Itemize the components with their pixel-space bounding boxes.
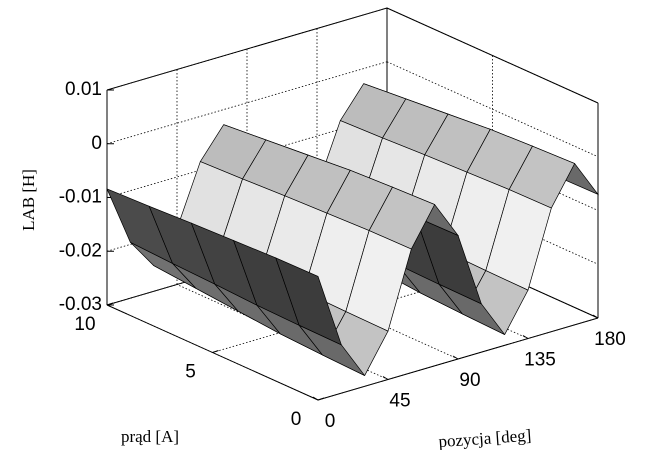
y-tick-label: 0 [291, 409, 302, 430]
x-tick-label: 135 [524, 350, 556, 371]
axis-line [317, 317, 599, 401]
x-tick [452, 355, 459, 360]
x-tick-label: 45 [389, 391, 410, 412]
surface-patch [275, 257, 342, 346]
axis-line [106, 304, 319, 401]
y-tick-label: 10 [74, 314, 95, 335]
axis-line [386, 7, 599, 104]
y-axis-label: prąd [A] [121, 427, 179, 446]
z-tick-label: -0.01 [59, 187, 102, 208]
z-tick-label: -0.02 [59, 240, 102, 261]
z-tick-label: 0 [91, 133, 102, 154]
z-axis-label: LAB [H] [19, 169, 38, 231]
x-tick-label: 0 [325, 411, 336, 432]
y-tick-label: 5 [185, 362, 196, 383]
z-tick-label: 0.01 [65, 79, 102, 100]
x-tick [382, 376, 389, 380]
x-axis-label: pozycja [deg] [438, 426, 532, 450]
x-tick-label: 90 [459, 370, 480, 391]
x-tick-label: 180 [594, 329, 626, 350]
z-tick-label: -0.03 [59, 294, 102, 315]
axis-line [106, 7, 388, 91]
y-tick [212, 350, 219, 353]
x-tick [522, 335, 529, 339]
